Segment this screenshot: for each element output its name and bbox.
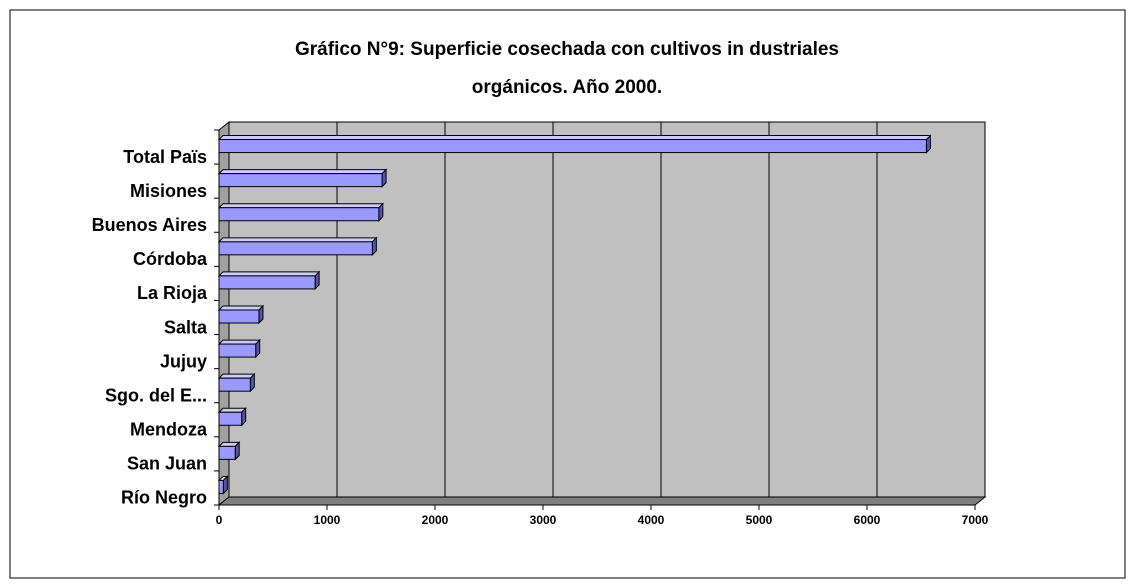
bar bbox=[218, 309, 260, 324]
y-tick-label: Córdoba bbox=[133, 249, 208, 269]
y-tick-label: San Juan bbox=[127, 454, 207, 474]
bar bbox=[218, 411, 243, 426]
x-tick-label: 2000 bbox=[422, 513, 449, 527]
bar-top bbox=[217, 135, 932, 141]
x-tick-label: 6000 bbox=[854, 513, 881, 527]
bar-top bbox=[217, 271, 321, 277]
y-tick-label: Jujuy bbox=[160, 351, 207, 371]
bar bbox=[218, 479, 224, 494]
bar bbox=[218, 343, 257, 358]
bar bbox=[218, 241, 373, 256]
y-tick-label: Sgo. del E... bbox=[105, 385, 207, 405]
bar-top bbox=[217, 373, 256, 379]
chart-title: orgánicos. Año 2000. bbox=[472, 77, 662, 98]
bar-top bbox=[217, 169, 388, 175]
bar bbox=[218, 445, 236, 460]
y-tick-label: La Rioja bbox=[137, 283, 208, 303]
bar bbox=[218, 139, 927, 154]
x-tick-label: 4000 bbox=[638, 513, 665, 527]
y-tick-label: Mendoza bbox=[130, 420, 208, 440]
bar-top bbox=[217, 203, 385, 209]
bar bbox=[218, 173, 383, 188]
y-tick-label: Misiones bbox=[130, 181, 207, 201]
bar-top bbox=[217, 339, 261, 345]
bar bbox=[218, 275, 316, 290]
y-tick-label: Buenos Aires bbox=[92, 215, 207, 235]
x-tick-label: 1000 bbox=[314, 513, 341, 527]
floor bbox=[217, 496, 987, 506]
y-tick-label: Salta bbox=[164, 317, 208, 337]
x-tick-label: 7000 bbox=[962, 513, 989, 527]
y-tick-label: Río Negro bbox=[121, 488, 207, 508]
bar-top bbox=[217, 237, 378, 243]
bar bbox=[218, 377, 251, 392]
chart-title: Gráfico N°9: Superficie cosechada con cu… bbox=[295, 39, 839, 60]
x-tick-label: 5000 bbox=[746, 513, 773, 527]
x-tick-label: 0 bbox=[216, 513, 223, 527]
x-tick-label: 3000 bbox=[530, 513, 557, 527]
bar-top bbox=[217, 305, 265, 311]
bar bbox=[218, 207, 380, 222]
y-tick-label: Total Païs bbox=[123, 147, 207, 167]
